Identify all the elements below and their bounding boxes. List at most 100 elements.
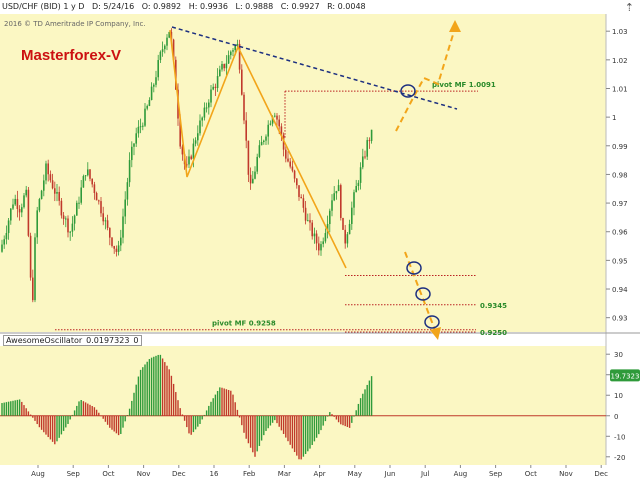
candle-body [353,192,355,208]
ao-bar [25,408,27,416]
ao-bar [199,415,201,424]
symbol-label[interactable]: USD/CHF (BID) 1 y D [2,2,85,11]
candle-body [87,169,89,176]
candle-body [23,195,25,208]
ao-tick-label: 0 [614,413,618,421]
candle-body [32,277,34,301]
ao-bar [269,415,272,426]
chart-menu-icon[interactable]: ⇡ [624,1,634,14]
candle-body [102,213,104,222]
ao-bar [122,415,124,428]
ao-bar [175,392,177,416]
ao-bar [370,376,373,416]
ao-bar [146,361,148,416]
ao-bar [298,415,300,460]
ao-bar [113,415,115,432]
candle-body [291,166,294,171]
candle-body [135,133,137,144]
candle-body [203,107,206,118]
ao-bar [78,401,80,416]
candle-body [214,86,217,89]
ao-bar [324,415,327,422]
orange-zigzag [169,29,347,269]
date-label: D: 5/24/16 [91,2,135,11]
candle-body [21,207,23,213]
candle-body [190,156,192,159]
target-circle-2 [406,261,422,275]
ao-bar [98,412,100,416]
ao-bar [342,415,344,426]
candle-body [47,163,49,175]
ao-bar [43,415,45,433]
candle-body [73,215,76,224]
candle-body [269,123,272,125]
ao-bar [282,415,285,434]
y-tick-label: 0.93 [612,315,628,323]
ao-bar [260,415,263,441]
ao-bar [170,375,173,416]
ao-bar [166,365,168,416]
ao-bar [322,415,324,426]
candle-body [115,248,118,252]
ao-bar [16,399,19,416]
candle-body [227,55,230,64]
y-tick-label: 1.01 [612,85,628,93]
ao-bar [355,410,357,416]
candle-body [95,192,98,201]
candle-body [82,176,85,188]
candle-body [351,207,353,224]
candle-body [150,86,153,101]
ao-bar [84,402,87,416]
watermark-title: Masterforex-V [21,47,122,64]
ao-bar [12,400,14,416]
ao-bar [159,354,162,416]
candle-body [307,220,309,222]
ao-bar [135,384,137,416]
ao-bar [181,414,184,416]
indicator-label[interactable]: AwesomeOscillator 0.0197323 0 [3,335,142,346]
candle-body [230,51,232,56]
candle-body [309,220,311,223]
ao-bar [335,415,338,420]
candle-body [216,76,219,89]
candle-body [137,126,140,134]
candle-body [285,149,287,159]
candle-body [128,160,131,183]
range-label: R: 0.0048 [327,2,366,11]
x-month-label: Oct [102,470,114,478]
candle-body [84,175,87,177]
ao-bar [300,415,302,460]
ao-bar [368,380,371,416]
ao-bar [82,401,85,416]
candle-body [368,140,371,142]
candle-body [155,77,157,85]
candle-body [238,43,241,70]
ao-bar [348,415,351,428]
candle-body [45,163,47,181]
target-circle-1 [400,84,416,98]
ao-bar [65,415,67,428]
candle-body [324,232,327,242]
candle-body [40,190,43,200]
candle-body [221,63,223,70]
ao-bar [293,415,296,453]
candle-body [210,89,212,103]
ao-bar [115,415,118,434]
x-month-label: Nov [559,470,573,478]
ao-bar [249,415,252,448]
candle-body [267,124,269,137]
candle-body [357,182,360,186]
ao-bar [153,356,155,416]
ao-bar [104,415,107,422]
resistance-trendline [171,26,458,110]
ao-bar [216,390,219,416]
ao-badge-value: 19.7323 [611,372,640,380]
ao-bar [80,400,82,416]
ao-bar [197,415,199,427]
candle-body [168,31,170,38]
candle-body [344,229,346,244]
candle-body [148,100,151,106]
ao-bar [304,415,307,455]
candle-body [157,60,159,78]
